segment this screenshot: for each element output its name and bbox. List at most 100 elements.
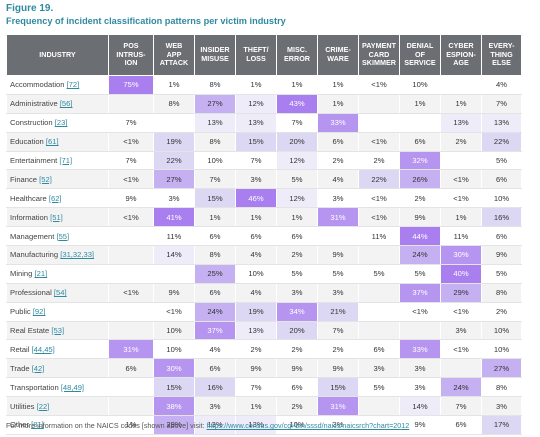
naics-code[interactable]: [61] — [45, 137, 59, 147]
naics-code[interactable]: [51] — [50, 212, 63, 222]
column-header: INSIDER MISUSE — [194, 34, 236, 76]
heatmap-cell: 6% — [481, 169, 522, 190]
industry-name: Healthcare — [10, 193, 47, 203]
heatmap-cell: 5% — [317, 264, 359, 284]
heatmap-cell: 31% — [317, 207, 359, 228]
industry-name: Education — [10, 137, 44, 147]
industry-name: Retail — [10, 344, 30, 354]
naics-code[interactable]: [54] — [53, 288, 67, 298]
heatmap-cell: 43% — [276, 94, 318, 114]
naics-code[interactable]: [52] — [39, 174, 52, 184]
heatmap-cell: 10% — [194, 151, 236, 171]
heatmap-cell: 7% — [481, 94, 522, 114]
heatmap-cell: 3% — [440, 321, 482, 341]
heatmap-cell: 5% — [399, 264, 441, 284]
naics-code[interactable]: [56] — [59, 99, 73, 109]
column-header-line: CYBER — [448, 41, 474, 51]
industry-name: Construction — [10, 118, 53, 128]
table-row: Management [55] 11% 6% 6% 6% 11% 44% 11% 6% — [6, 226, 522, 247]
heatmap-cell: 24% — [194, 302, 236, 322]
industry-cell: Real Estate [53] — [6, 321, 109, 341]
table-row: Healthcare [62] 9% 3% 15% 46% 12% 3% <1% 2% <1% 10… — [6, 188, 522, 209]
industry-cell: Finance [52] — [6, 169, 109, 190]
naics-code[interactable]: [48,49] — [60, 382, 85, 392]
industry-name: Administrative — [10, 99, 58, 109]
heatmap-table: INDUSTRY POS INTRUS- ION WEB APP ATTACK INSIDE… — [6, 34, 522, 435]
naics-code[interactable]: [72] — [66, 80, 80, 90]
industry-cell: Professional [54] — [6, 283, 109, 303]
heatmap-cell: 16% — [481, 207, 522, 228]
heatmap-cell: 30% — [153, 358, 195, 379]
naics-code[interactable]: [92] — [32, 307, 46, 317]
industry-cell: Administrative [56] — [6, 94, 109, 114]
heatmap-cell: 4% — [317, 169, 359, 190]
table-row: Other [81] 1% 29% 13% 13% 10% 3% 9% 6% 17% — [6, 415, 522, 435]
heatmap-cell: 3% — [399, 377, 441, 398]
column-header-line: WEB — [165, 41, 183, 51]
table-row: Accommodation [72] 75% 1% 8% 1% 1% 1% <1% 10% 4% — [6, 75, 522, 95]
heatmap-cell: 8% — [153, 94, 195, 114]
column-header: THEFT/LOSS — [235, 34, 277, 76]
column-header: WEB APP ATTACK — [153, 34, 195, 76]
heatmap-cell: 7% — [317, 321, 359, 341]
heatmap-cell: 3% — [235, 169, 277, 190]
heatmap-cell: <1% — [358, 207, 400, 228]
naics-code[interactable]: [42] — [31, 363, 45, 373]
industry-cell: Trade [42] — [6, 358, 109, 379]
heatmap-cell: <1% — [440, 188, 482, 209]
naics-link[interactable]: https://www.census.gov/cgi-bin/sssd/naic… — [206, 421, 410, 430]
heatmap-cell: 1% — [440, 94, 482, 114]
industry-cell: Education [61] — [6, 132, 109, 152]
naics-code[interactable]: [21] — [34, 269, 48, 279]
naics-code[interactable]: [62] — [48, 193, 62, 203]
heatmap-cell: 8% — [481, 377, 522, 398]
heatmap-cell: <1% — [358, 188, 400, 209]
industry-cell: Utilities [22] — [6, 396, 109, 417]
table-row: Entertainment [71] 7% 22% 10% 7% 12% 2% 2% 32% 5% — [6, 151, 522, 171]
heatmap-cell — [399, 321, 441, 341]
heatmap-cell: 2% — [276, 339, 318, 360]
footnote-text: For more information on the NAICS codes … — [6, 421, 205, 430]
industry-name: Information — [10, 212, 48, 222]
naics-code[interactable]: [22] — [36, 401, 50, 411]
column-header-line: CRIME- — [325, 45, 351, 55]
naics-code[interactable]: [31,32,33] — [60, 250, 95, 260]
heatmap-cell: 6% — [276, 226, 318, 247]
naics-code[interactable]: [55] — [56, 231, 70, 241]
heatmap-cell: 19% — [153, 132, 195, 152]
heatmap-cell: <1% — [153, 302, 195, 322]
heatmap-cell: 12% — [235, 94, 277, 114]
heatmap-cell: 9% — [399, 207, 441, 228]
heatmap-cell: 10% — [235, 264, 277, 284]
heatmap-cell — [358, 245, 400, 265]
heatmap-cell: 16% — [194, 377, 236, 398]
industry-name: Transportation — [10, 382, 59, 392]
heatmap-cell: 15% — [235, 132, 277, 152]
heatmap-cell: 1% — [235, 207, 277, 228]
heatmap-cell: 2% — [358, 151, 400, 171]
naics-code[interactable]: [53] — [51, 326, 65, 336]
naics-code[interactable]: [81] — [31, 420, 44, 430]
heatmap-cell — [358, 396, 400, 417]
heatmap-cell: 7% — [276, 113, 318, 133]
heatmap-cell: 2% — [317, 151, 359, 171]
table-row: Information [51] <1% 41% 1% 1% 1% 31% <1% 9% 1% 16… — [6, 207, 522, 228]
heatmap-cell — [440, 151, 482, 171]
heatmap-cell: 8% — [481, 283, 522, 303]
heatmap-cell: 5% — [276, 169, 318, 190]
heatmap-cell: 6% — [194, 358, 236, 379]
heatmap-cell — [399, 113, 441, 133]
heatmap-cell: 10% — [153, 339, 195, 360]
heatmap-cell: 3% — [317, 188, 359, 209]
heatmap-cell: 33% — [317, 113, 359, 133]
heatmap-cell: 8% — [194, 75, 236, 95]
heatmap-cell: 9% — [481, 245, 522, 265]
naics-code[interactable]: [44,45] — [31, 344, 55, 354]
heatmap-cell: <1% — [358, 75, 400, 95]
naics-code[interactable]: [23] — [54, 118, 68, 128]
naics-code[interactable]: [71] — [59, 156, 73, 165]
column-header: POS INTRUS- ION — [108, 34, 154, 76]
heatmap-cell: 7% — [440, 396, 482, 417]
industry-name: Professional — [10, 288, 52, 298]
heatmap-cell: 4% — [235, 245, 277, 265]
